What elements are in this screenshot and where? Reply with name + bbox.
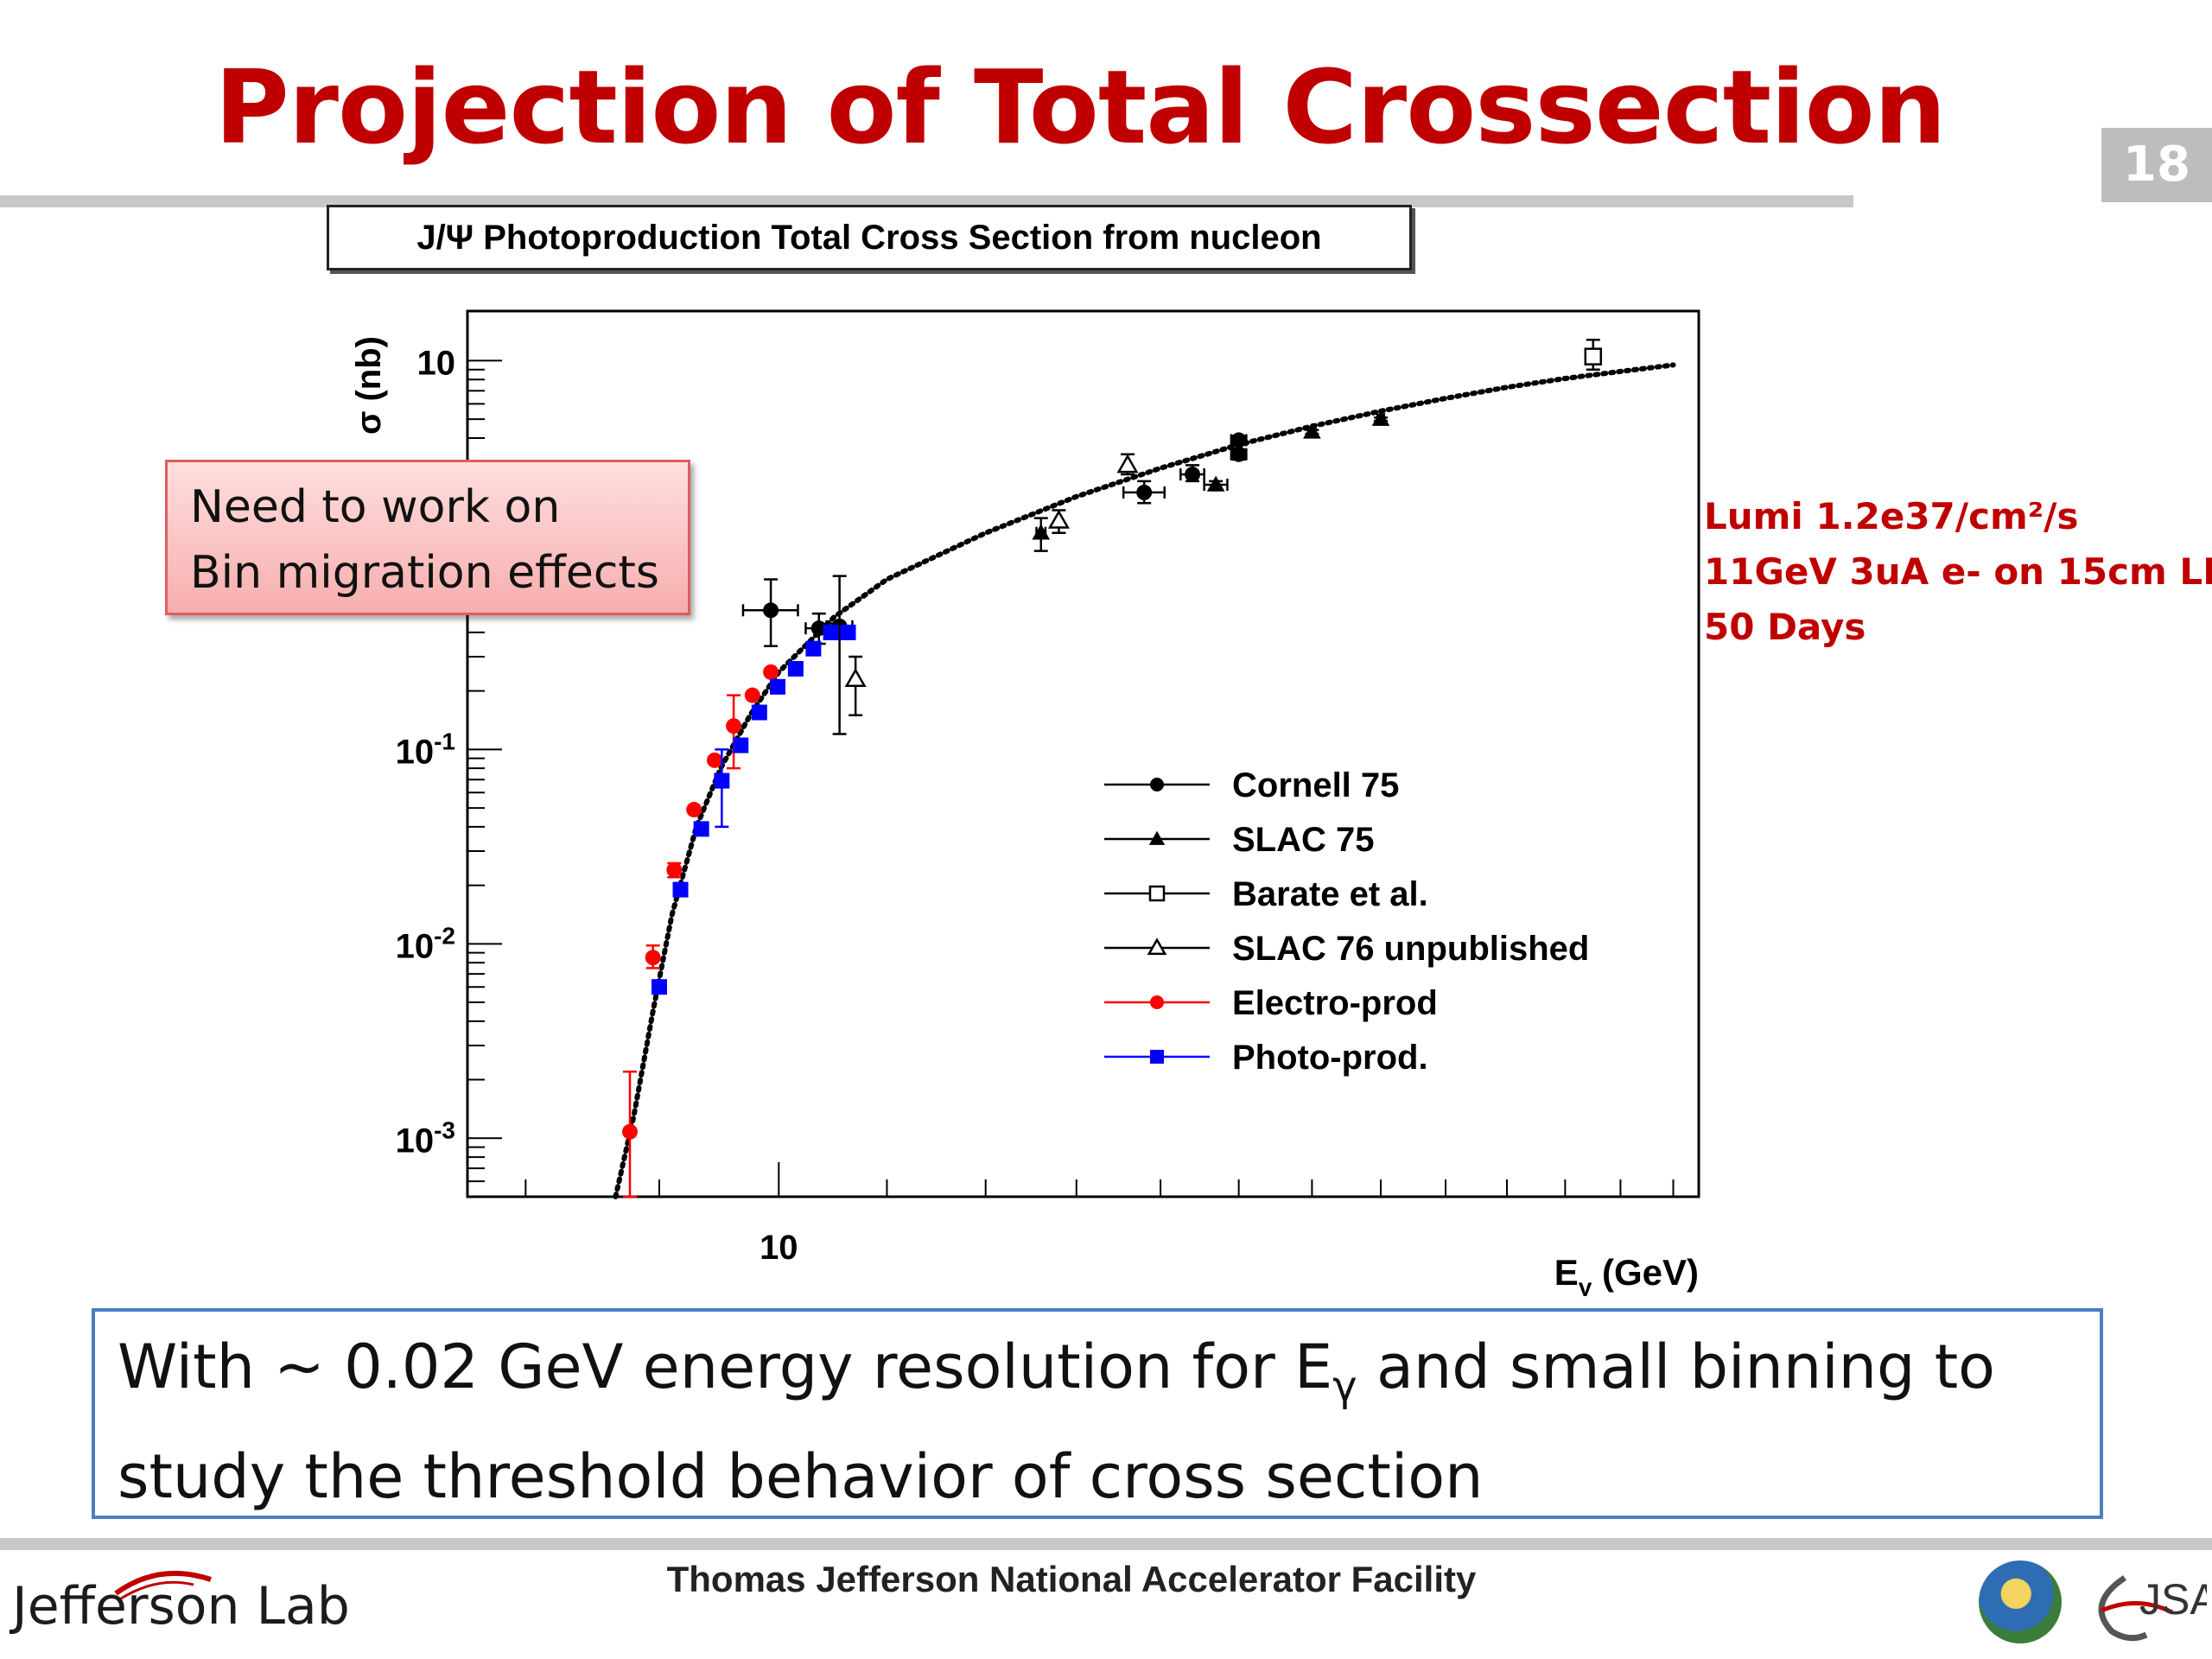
note-line-1: With ~ 0.02 GeV energy resolution for Eγ… bbox=[118, 1322, 2077, 1432]
legend-marker bbox=[1150, 1050, 1164, 1064]
jsa-swoosh-icon: JSA bbox=[2098, 1575, 2212, 1642]
data-point bbox=[1206, 475, 1225, 492]
jsa-logo: JSA bbox=[2077, 1560, 2212, 1647]
slide-title: Projection of Total Crossection bbox=[214, 48, 1946, 167]
plot-frame bbox=[466, 309, 1700, 1198]
note-line-2: study the threshold behavior of cross se… bbox=[118, 1441, 1484, 1512]
data-point bbox=[666, 861, 683, 878]
legend-marker bbox=[1148, 830, 1166, 845]
data-points-layer bbox=[621, 339, 1603, 1198]
y-tick-label: 10 bbox=[417, 344, 456, 382]
data-point bbox=[645, 950, 661, 966]
lumi-line-2: 11GeV 3uA e- on 15cm LH2 bbox=[1704, 550, 2212, 593]
lumi-line-1: Lumi 1.2e37/cm²/s bbox=[1704, 495, 2079, 537]
data-point bbox=[1230, 432, 1247, 448]
data-point bbox=[844, 668, 867, 687]
legend-label: SLAC 76 unpublished bbox=[1232, 930, 1589, 968]
data-point bbox=[621, 1123, 638, 1140]
legend-marker bbox=[1150, 995, 1164, 1009]
legend-item: SLAC 76 unpublished bbox=[1104, 930, 1589, 968]
y-tick-label: 10-3 bbox=[396, 1116, 455, 1160]
data-point bbox=[1136, 484, 1153, 500]
data-point bbox=[763, 664, 779, 680]
data-point bbox=[1371, 410, 1390, 426]
resolution-note: With ~ 0.02 GeV energy resolution for Eγ… bbox=[92, 1308, 2103, 1519]
data-point bbox=[810, 620, 827, 637]
logo-swoosh-icon bbox=[114, 1570, 212, 1600]
note-text-b: and small binning to bbox=[1357, 1332, 1995, 1402]
legend-label: Photo-prod. bbox=[1232, 1039, 1428, 1077]
data-point bbox=[1230, 446, 1247, 462]
data-point bbox=[1047, 509, 1070, 529]
legend-label: Cornell 75 bbox=[1232, 766, 1399, 804]
legend-item: Photo-prod. bbox=[1104, 1039, 1428, 1077]
cross-section-chart: 10 10-1 10-2 10-3 10 σ (nb) Eγ (GeV) Cornell 7… bbox=[350, 309, 1700, 1296]
data-point bbox=[840, 624, 856, 640]
data-point bbox=[733, 737, 749, 753]
footer-divider bbox=[0, 1538, 2212, 1550]
callout-line-1: Need to work on bbox=[190, 481, 561, 533]
data-point bbox=[1116, 454, 1139, 474]
data-point bbox=[693, 821, 709, 837]
series-cornell-75 bbox=[741, 432, 1248, 735]
data-point bbox=[1185, 467, 1201, 483]
legend-marker bbox=[1148, 885, 1166, 902]
series-electro-prod bbox=[621, 664, 779, 1198]
data-point bbox=[686, 802, 702, 818]
series-photo-prod bbox=[651, 624, 856, 995]
data-point bbox=[763, 602, 779, 619]
legend-marker bbox=[1147, 938, 1167, 956]
y-tick-label: 10-1 bbox=[396, 728, 455, 771]
chart-axes: 10 10-1 10-2 10-3 10 σ (nb) Eγ (GeV) bbox=[350, 309, 1700, 1296]
legend-label: SLAC 75 bbox=[1232, 821, 1375, 859]
data-point bbox=[672, 881, 689, 898]
jefferson-lab-logo: Jefferson Lab bbox=[12, 1567, 358, 1645]
legend-item: Barate et al. bbox=[1104, 875, 1428, 913]
y-tick-label: 10-2 bbox=[396, 922, 455, 965]
chart-title: J/Ψ Photoproduction Total Cross Section … bbox=[327, 205, 1412, 270]
series-slac-76-unpublished bbox=[844, 453, 1139, 716]
data-point bbox=[1303, 423, 1321, 439]
data-point bbox=[805, 640, 822, 657]
bin-migration-callout: Need to work on Bin migration effects bbox=[165, 460, 690, 615]
lumi-line-3: 50 Days bbox=[1704, 606, 1866, 648]
data-point bbox=[726, 718, 742, 734]
x-tick-label: 10 bbox=[760, 1229, 798, 1267]
data-point bbox=[651, 979, 667, 995]
callout-line-2: Bin migration effects bbox=[190, 547, 659, 599]
data-point bbox=[1032, 524, 1051, 540]
legend-label: Electro-prod bbox=[1232, 984, 1438, 1022]
data-point bbox=[787, 660, 804, 677]
series-slac-75 bbox=[1032, 410, 1390, 552]
legend-item: SLAC 75 bbox=[1104, 821, 1375, 859]
footer-organization: Thomas Jefferson National Accelerator Fa… bbox=[666, 1559, 1477, 1599]
y-axis-label: σ (nb) bbox=[350, 336, 388, 435]
luminosity-note: Lumi 1.2e37/cm²/s 11GeV 3uA e- on 15cm L… bbox=[1704, 489, 2212, 655]
legend-item: Cornell 75 bbox=[1104, 766, 1399, 804]
chart-legend: Cornell 75 SLAC 75 Barate et al. SLAC 76 un… bbox=[1104, 766, 1589, 1077]
jsa-text: JSA bbox=[2139, 1575, 2207, 1624]
logo-text: Jefferson Lab bbox=[12, 1576, 350, 1637]
data-point bbox=[770, 678, 785, 695]
legend-item: Electro-prod bbox=[1104, 984, 1438, 1022]
title-divider bbox=[0, 195, 1853, 207]
doe-seal-icon bbox=[1979, 1560, 2062, 1643]
data-point bbox=[707, 752, 723, 768]
note-subscript: γ bbox=[1332, 1363, 1357, 1411]
data-point bbox=[744, 687, 760, 703]
data-point bbox=[751, 704, 767, 721]
data-point bbox=[1584, 347, 1603, 365]
page-number-badge: 18 bbox=[2101, 128, 2212, 202]
note-text-a: With ~ 0.02 GeV energy resolution for E bbox=[118, 1332, 1333, 1402]
series-barate-et-al bbox=[1584, 339, 1603, 371]
data-point bbox=[823, 624, 839, 640]
legend-marker bbox=[1150, 778, 1164, 791]
legend-label: Barate et al. bbox=[1232, 875, 1428, 913]
data-point bbox=[714, 772, 730, 789]
x-axis-label: Eγ (GeV) bbox=[1554, 1252, 1699, 1296]
